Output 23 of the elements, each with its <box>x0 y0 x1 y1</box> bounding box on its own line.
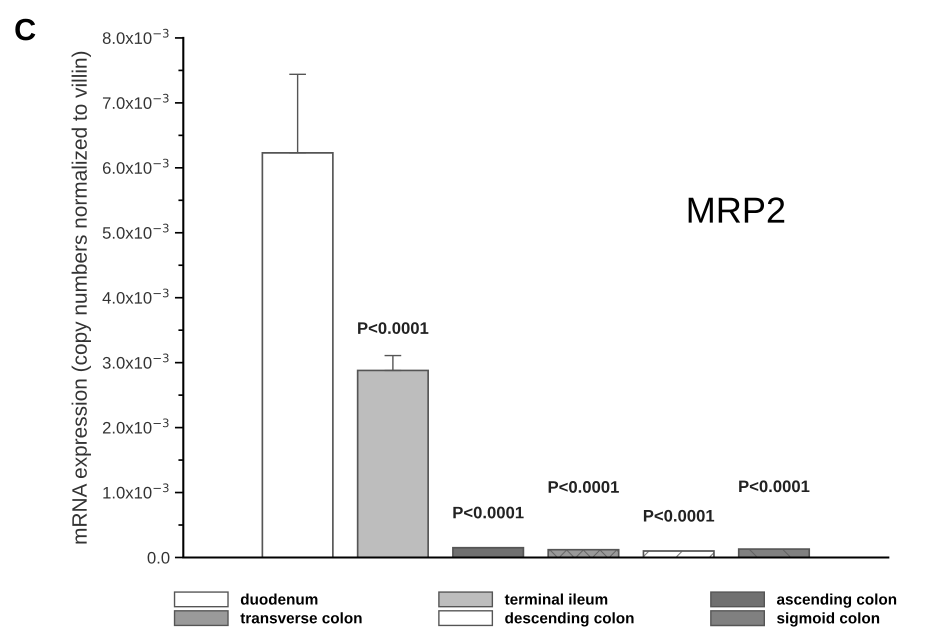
y-tick-label: 5.0x10$^{−3}$ <box>102 224 169 239</box>
text: C <box>15 18 36 40</box>
legend-label: transverse colon <box>240 612 362 624</box>
legend-label: terminal ileum <box>504 593 608 605</box>
y-tick-label: 3.0x10$^{−3}$ <box>102 354 169 369</box>
y-axis-title: mRNA expression (copy numbers normalized to villin) <box>72 52 91 544</box>
y-tick-label: 1.0x10$^{−3}$ <box>103 483 169 499</box>
annotation: P<0.0001 <box>453 506 524 518</box>
y-tick-label: 2.0x10$^{−3}$ <box>102 418 169 434</box>
y-tick-label: 8.0x10$^{−3}$ <box>102 28 169 44</box>
legend-label: descending colon <box>505 612 634 627</box>
annotation: P<0.0001 <box>644 510 714 522</box>
annotation: P<0.0001 <box>548 481 619 493</box>
annotation: MRP2 <box>688 197 784 223</box>
y-tick-label: 7.0x10$^{−3}$ <box>102 94 169 109</box>
y-tick-label: 0.0 <box>148 552 170 564</box>
annotation: P<0.0001 <box>358 322 428 334</box>
annotation: P<0.0001 <box>739 480 810 492</box>
y-tick-label: 6.0x10$^{−3}$ <box>102 158 169 174</box>
legend-label: duodenum <box>240 593 318 605</box>
y-tick-label: 4.0x10$^{−3}$ <box>102 288 169 304</box>
legend-label: ascending colon <box>776 593 896 608</box>
legend-label: sigmoid colon <box>777 612 880 627</box>
